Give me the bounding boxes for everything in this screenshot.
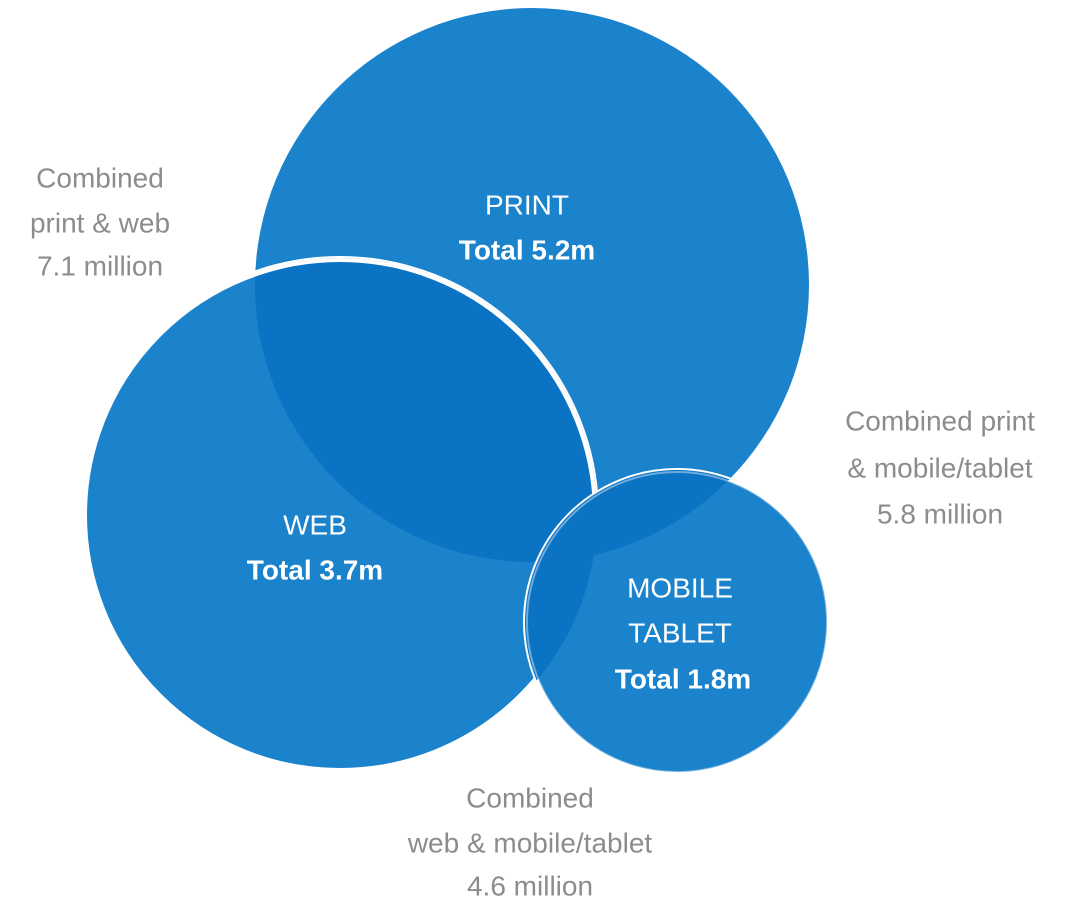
combined-label: & mobile/tablet xyxy=(847,452,1032,483)
combined-label: 7.1 million xyxy=(37,250,163,281)
combined-label: Combined print xyxy=(845,405,1035,436)
combined-label: 5.8 million xyxy=(877,498,1003,529)
combined-label: Combined xyxy=(466,782,594,813)
set-label: MOBILE xyxy=(627,572,733,603)
set-label: PRINT xyxy=(485,189,569,220)
mobile-outline xyxy=(526,471,828,773)
set-label: WEB xyxy=(283,509,347,540)
set-total: Total 5.2m xyxy=(459,234,595,265)
combined-label: 4.6 million xyxy=(467,870,593,900)
combined-label: print & web xyxy=(30,207,170,238)
combined-label: web & mobile/tablet xyxy=(407,827,653,858)
combined-label: Combined xyxy=(36,162,164,193)
set-total: Total 3.7m xyxy=(247,554,383,585)
set-label: TABLET xyxy=(628,617,732,648)
set-total: Total 1.8m xyxy=(615,663,751,694)
